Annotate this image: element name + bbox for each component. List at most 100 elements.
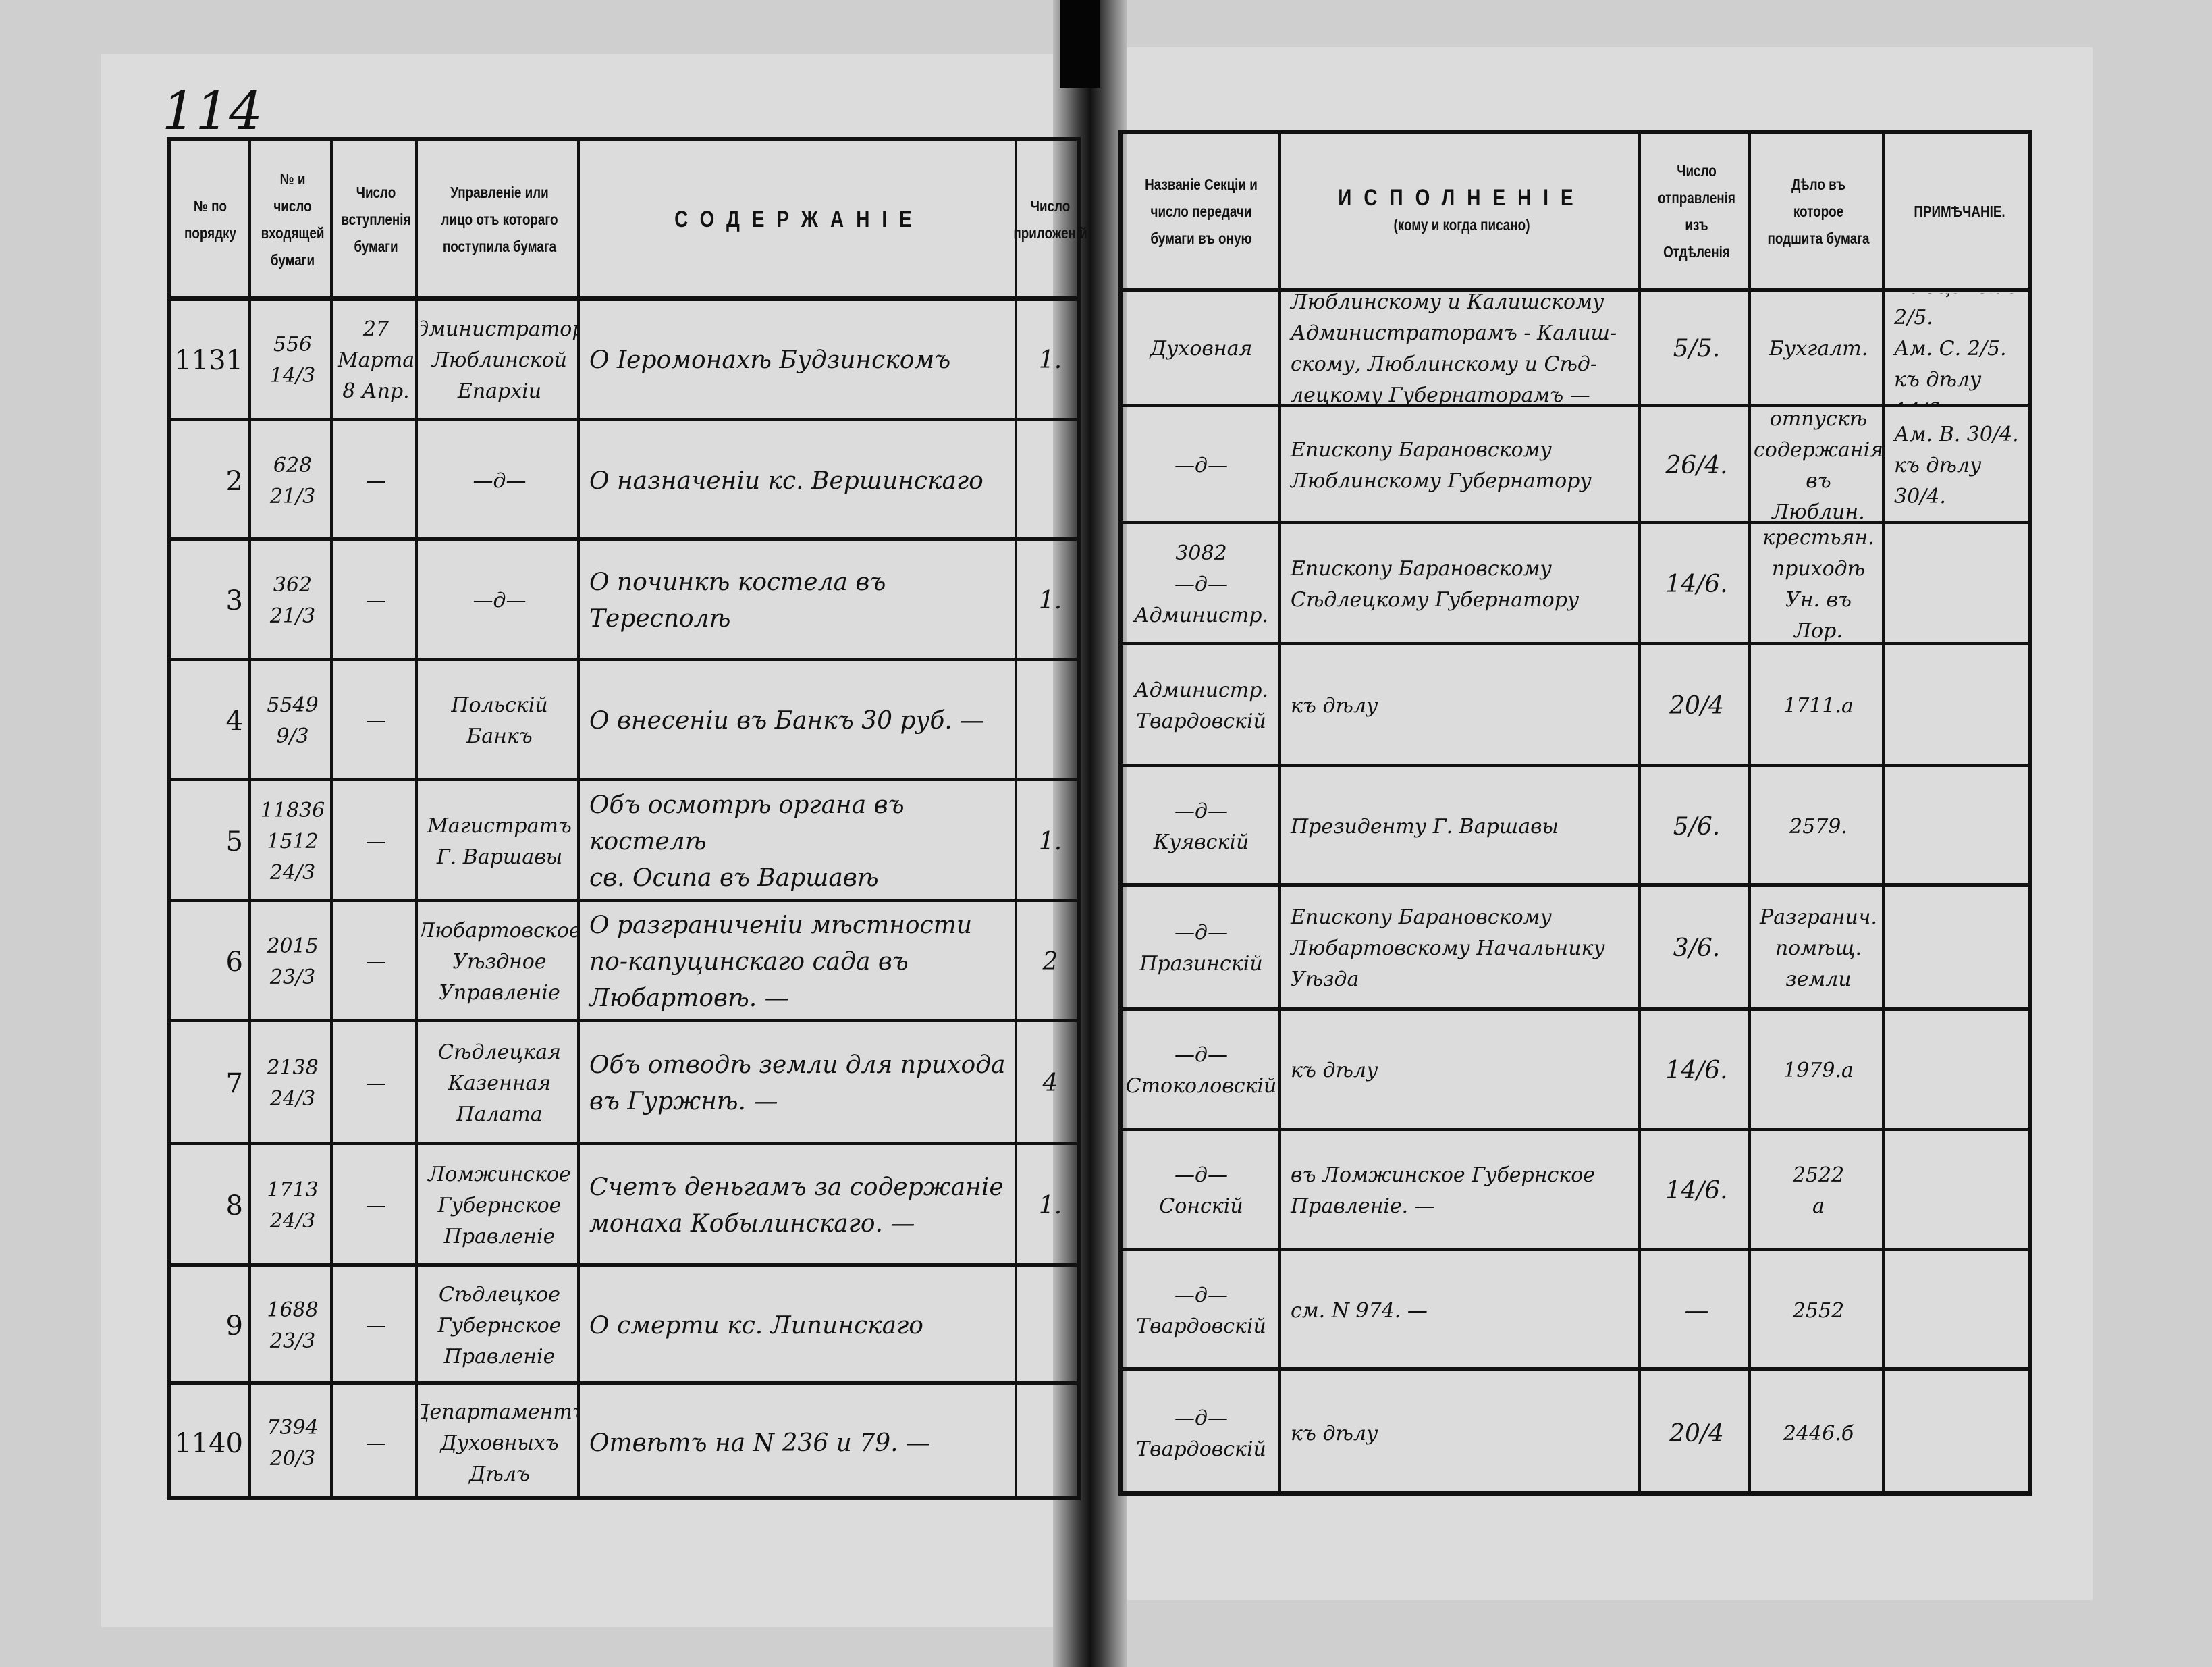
row-divider — [1123, 1128, 2028, 1131]
cell-line: Объ осмотрѣ органа въ костелѣ — [589, 791, 905, 855]
cell-incoming: 2015 23/3 — [254, 904, 331, 1020]
cell-line: — — [366, 1313, 386, 1338]
cell-from: Администраторъ Люблинской Епархіи — [421, 302, 578, 419]
cell-from: Любартовское Уѣздное Управленіе — [421, 904, 578, 1020]
column-divider — [577, 141, 580, 1496]
row-divider — [171, 1142, 1077, 1145]
cell-line: —д— — [1174, 799, 1228, 823]
cell-line: О смерти кс. Липинскаго — [589, 1311, 923, 1340]
row-divider — [1123, 404, 2028, 407]
cell-line: 23/3 — [269, 965, 316, 989]
cell-content: Объ отводѣ земли для прихода въ Гуржнѣ. — — [583, 1024, 1016, 1143]
cell-incoming: 628 21/3 — [254, 423, 331, 539]
cell-no: 3 — [225, 585, 243, 616]
cell-line: — — [366, 1194, 386, 1217]
cell-line: О назначеніи кс. Вершинскаго — [589, 467, 983, 495]
cell-sent: 20/4 — [1669, 692, 1724, 720]
cell-line: приходѣ — [1771, 557, 1866, 581]
cell-line: —д— — [1174, 1406, 1228, 1430]
cell-line: 2138 — [267, 1056, 319, 1080]
cell-line: 7394 — [267, 1416, 319, 1439]
cell-content: Счетъ деньгамъ за содержаніе монаха Кобыл… — [583, 1147, 1016, 1265]
cell-no: 8 — [225, 1190, 243, 1221]
cell-line: Департаментъ — [421, 1400, 578, 1424]
column-header-label: Названіе Секціи и число передачи бумаги … — [1145, 176, 1258, 247]
cell-line: Отвѣтъ на N 236 и 79. — — [589, 1429, 930, 1457]
cell-execution: къ дѣлу — [1284, 1373, 1640, 1496]
left-register-table: № по порядку № и число входящей бумаги Чис… — [167, 137, 1087, 1500]
cell-line: — — [366, 1431, 386, 1455]
cell-line: О внесеніи въ Банкъ 30 руб. — — [589, 707, 985, 735]
cell-line: Польскій — [451, 693, 548, 717]
column-header: Названіе Секціи и число передачи бумаги … — [1137, 134, 1266, 289]
column-header-sublabel: (кому и когда писано) — [1393, 216, 1530, 234]
cell-line: 23/3 — [269, 1329, 316, 1353]
column-header-label: Число вступленія бумаги — [341, 184, 411, 255]
cell-line: 2015 — [267, 934, 319, 958]
cell-line: Палата — [456, 1103, 543, 1126]
cell-line: Люблинскому Губернатору — [1291, 469, 1592, 493]
column-divider — [1638, 134, 1641, 1491]
cell-line: къ дѣлу — [1291, 1422, 1378, 1446]
row-divider — [171, 1263, 1077, 1267]
cell-case: 1711.а — [1754, 647, 1883, 765]
left-page — [101, 54, 1060, 1627]
column-header-label: Число приложеній — [1013, 197, 1087, 242]
cell-line: 1979.а — [1783, 1059, 1854, 1082]
column-header: Число отправленія изъ Отдѣленія — [1653, 134, 1740, 289]
cell-line: Плоцинскій 2/5. — [1894, 293, 2020, 329]
column-header-label: Управленіе или лицо отъ котораго поступи… — [441, 184, 558, 255]
cell-line: Твардовскій — [1136, 710, 1266, 733]
cell-line: Сонскій — [1159, 1194, 1243, 1218]
header-divider — [171, 296, 1077, 301]
cell-section: —д— Стоколовскій — [1123, 1013, 1280, 1129]
column-header: Управленіе или лицо отъ котораго поступи… — [435, 141, 564, 298]
cell-line: Администр. — [1134, 604, 1268, 627]
cell-line: Люблинской — [431, 348, 568, 372]
cell-note — [1887, 769, 2032, 884]
cell-line: 3082 — [1175, 541, 1227, 565]
cell-note — [1887, 1253, 2032, 1369]
column-divider — [1882, 134, 1885, 1491]
cell-attachments: 1. — [1038, 587, 1062, 614]
cell-attachments: 2 — [1042, 948, 1058, 976]
cell-line: — — [366, 1071, 386, 1095]
cell-line: — — [366, 829, 386, 853]
cell-case: 2552 — [1754, 1253, 1883, 1369]
cell-attachments — [1020, 663, 1081, 779]
cell-note — [1887, 1373, 2032, 1496]
column-header-label: СОДЕРЖАНІЕ — [674, 207, 924, 232]
column-header: Дѣло въ которое подшита бумага — [1765, 134, 1871, 289]
cell-line: Сѣдлецкая — [438, 1040, 561, 1064]
cell-line: см. N 974. — — [1291, 1298, 1428, 1323]
row-divider — [1123, 1007, 2028, 1011]
row-divider — [171, 899, 1077, 902]
cell-date: — — [335, 423, 416, 539]
cell-line: О Іеромонахѣ Будзинскомъ — [589, 346, 951, 374]
cell-line: Сѣдлецкому Губернатору — [1291, 588, 1580, 612]
cell-line: 20/3 — [269, 1447, 316, 1471]
cell-section: —д— Твардовскій — [1123, 1253, 1280, 1369]
cell-from: Польскій Банкъ — [421, 663, 578, 779]
cell-execution: въ Ломжинское Губернское Правленіе. — — [1284, 1133, 1640, 1249]
cell-line: земли — [1785, 968, 1852, 991]
cell-case: 2522 а — [1754, 1133, 1883, 1249]
cell-section: 3082 —д— Администр. — [1123, 526, 1280, 643]
cell-note — [1887, 647, 2032, 765]
column-divider — [415, 141, 418, 1496]
cell-line: — — [366, 950, 386, 974]
cell-line: Любартовскому Начальнику — [1291, 936, 1605, 960]
cell-incoming: 556 14/3 — [254, 302, 331, 419]
cell-line: Ам. В. 30/4. — [1894, 422, 2019, 446]
cell-line: помѣщ. — [1775, 936, 1862, 960]
cell-line: О разграниченіи мѣстности — [589, 911, 973, 939]
cell-execution: см. N 974. — — [1284, 1253, 1640, 1369]
cell-line: Губернское — [437, 1194, 562, 1217]
cell-line: 1688 — [267, 1298, 319, 1322]
cell-line: —д— — [473, 469, 527, 493]
cell-line: —д— — [1174, 921, 1228, 945]
cell-line: содержанія — [1754, 438, 1883, 462]
cell-line: Президенту Г. Варшавы — [1291, 814, 1559, 839]
